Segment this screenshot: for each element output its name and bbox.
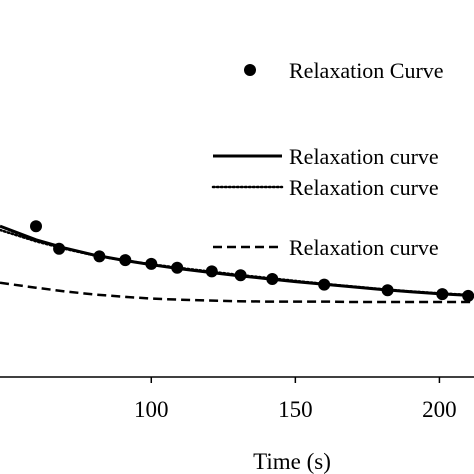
legend-label: Relaxation curve <box>289 175 439 200</box>
data-point <box>266 273 279 285</box>
legend-label: Relaxation curve <box>289 144 439 169</box>
data-point <box>318 278 331 291</box>
x-axis-title: Time (s) <box>253 449 331 474</box>
data-point <box>436 288 449 301</box>
x-tick-label: 200 <box>422 397 457 422</box>
data-point <box>119 254 132 267</box>
data-point <box>93 250 106 263</box>
x-axis: 100 150 200 <box>0 376 474 422</box>
series-line-dashed <box>0 281 474 304</box>
x-tick-label: 150 <box>278 397 313 422</box>
data-point <box>205 265 218 278</box>
data-point <box>381 284 394 297</box>
plot-area <box>0 220 474 304</box>
x-tick-label: 100 <box>134 397 169 422</box>
data-point <box>30 220 42 233</box>
legend-label: Relaxation curve <box>289 235 439 260</box>
legend-marker-symbol <box>244 64 256 76</box>
data-point <box>145 257 158 270</box>
legend-label: Relaxation Curve <box>289 58 444 83</box>
legend: Relaxation Curve Relaxation curve Relaxati… <box>211 58 444 260</box>
data-point <box>53 242 66 255</box>
data-point <box>462 289 474 302</box>
data-point <box>234 269 247 282</box>
data-point <box>171 261 184 274</box>
